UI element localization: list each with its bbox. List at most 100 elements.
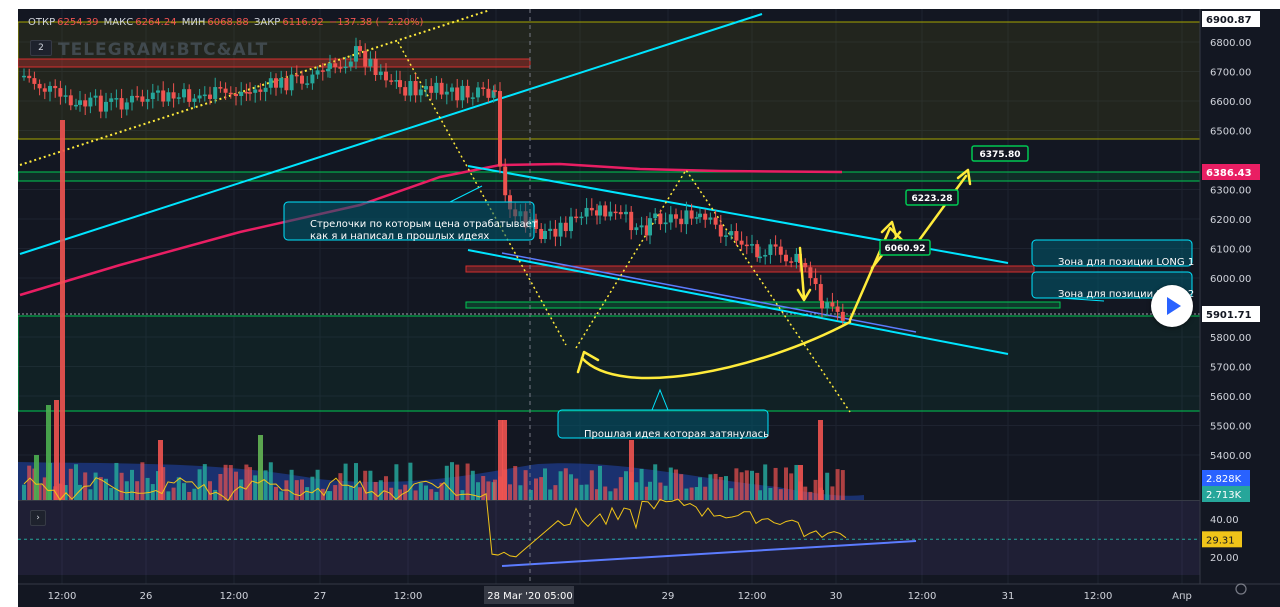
candle bbox=[763, 254, 768, 257]
moving-average-line bbox=[19, 162, 843, 297]
volume-bar bbox=[574, 478, 579, 500]
candle bbox=[648, 218, 652, 236]
volume-bar bbox=[648, 481, 652, 500]
candle bbox=[434, 82, 439, 93]
candle bbox=[394, 80, 399, 82]
candle bbox=[228, 92, 233, 95]
candle bbox=[403, 87, 408, 96]
volume-bar bbox=[171, 487, 176, 500]
volume-bar bbox=[394, 464, 399, 500]
candle bbox=[429, 86, 434, 93]
settings-gear-icon bbox=[1235, 583, 1247, 595]
volume-bar bbox=[589, 470, 594, 500]
volume-bar bbox=[724, 476, 728, 500]
candlestick-chart[interactable]: 6060.92 6223.28 6375.80 Стрелочки по которы… bbox=[18, 9, 1280, 607]
candle bbox=[358, 46, 362, 51]
candles-group bbox=[22, 37, 845, 500]
candle bbox=[835, 306, 840, 312]
volume-bar bbox=[634, 482, 639, 500]
volume-bar bbox=[263, 470, 268, 500]
candle bbox=[48, 85, 52, 92]
red-resistance-zone bbox=[18, 58, 531, 68]
volume-bar bbox=[739, 472, 744, 500]
candle bbox=[465, 85, 470, 98]
volume-bar bbox=[268, 462, 273, 500]
candle bbox=[333, 63, 338, 68]
candle bbox=[300, 75, 304, 84]
indicator-line bbox=[23, 477, 847, 558]
volume-bar bbox=[644, 486, 649, 500]
price-tick-label: 6500.00 bbox=[1210, 127, 1251, 138]
volume-bar bbox=[595, 489, 599, 500]
long2-zone bbox=[465, 301, 1061, 309]
candle bbox=[476, 87, 480, 98]
callout-previous-idea-text: Прошлая идея которая затянулась bbox=[584, 429, 769, 440]
price-tag-label: 6386.43 bbox=[1206, 168, 1252, 179]
candle bbox=[310, 74, 315, 84]
candle bbox=[135, 95, 140, 98]
pane-collapse-button[interactable]: 2 bbox=[30, 40, 52, 56]
volume-bar bbox=[258, 435, 263, 500]
candle bbox=[486, 88, 491, 98]
candle bbox=[418, 89, 423, 96]
time-tick-label: 29 bbox=[662, 591, 675, 602]
candle bbox=[539, 228, 544, 240]
open-label: ОТКР bbox=[28, 17, 56, 28]
volume-bar bbox=[486, 481, 491, 500]
candle bbox=[653, 213, 658, 219]
candle bbox=[119, 98, 124, 110]
volume-bar bbox=[713, 473, 718, 500]
indicator-divergence-line bbox=[501, 540, 917, 567]
callout-arrows-text: Стрелочки по которым цена отрабатывает bbox=[310, 219, 538, 230]
target-label-box bbox=[879, 239, 931, 256]
candle bbox=[755, 244, 760, 258]
candle bbox=[724, 235, 728, 237]
indicator-tick-label: 40.00 bbox=[1210, 515, 1239, 526]
volume-bar bbox=[508, 484, 512, 500]
candle bbox=[569, 216, 573, 232]
volume-bar bbox=[279, 491, 284, 500]
candle bbox=[42, 88, 47, 92]
candle bbox=[130, 95, 134, 103]
volume-bar bbox=[694, 487, 699, 500]
candle bbox=[493, 90, 497, 92]
volume-bar bbox=[825, 472, 830, 500]
volume-bar bbox=[768, 487, 773, 500]
volume-bar bbox=[563, 468, 568, 500]
candle bbox=[579, 216, 584, 219]
play-icon[interactable] bbox=[1151, 285, 1193, 327]
time-tick-label: Апр bbox=[1172, 591, 1192, 602]
candle bbox=[187, 89, 192, 102]
volume-bar bbox=[218, 473, 223, 500]
volume-bar bbox=[109, 488, 114, 500]
volume-bar bbox=[513, 466, 518, 500]
chart-frame: 6060.92 6223.28 6375.80 Стрелочки по которы… bbox=[18, 9, 1280, 607]
volume-bar bbox=[639, 468, 644, 500]
candle bbox=[825, 302, 830, 309]
candle bbox=[145, 99, 150, 102]
candle bbox=[88, 97, 93, 107]
candle bbox=[613, 211, 618, 214]
candle bbox=[22, 75, 26, 78]
candle bbox=[744, 244, 749, 247]
high-value: 6264.24 bbox=[135, 17, 177, 28]
volume-bar bbox=[104, 478, 108, 500]
volume-bar bbox=[22, 484, 26, 500]
green-resistance-zone bbox=[18, 171, 1207, 182]
volume-bar bbox=[502, 420, 507, 500]
volume-bar bbox=[378, 480, 383, 500]
volume-bar bbox=[439, 482, 444, 500]
volume-bar bbox=[310, 476, 315, 500]
candle bbox=[444, 91, 449, 95]
indicator-expand-button[interactable]: › bbox=[30, 510, 46, 526]
volume-bar bbox=[34, 455, 39, 500]
candle bbox=[58, 88, 63, 97]
candle bbox=[202, 94, 207, 97]
volume-bar bbox=[358, 487, 362, 500]
volume-bar bbox=[78, 484, 82, 500]
candle bbox=[315, 70, 320, 75]
volume-bar bbox=[608, 491, 613, 500]
volume-bar bbox=[223, 464, 228, 500]
candle bbox=[182, 89, 186, 98]
volume-bar bbox=[444, 465, 449, 500]
